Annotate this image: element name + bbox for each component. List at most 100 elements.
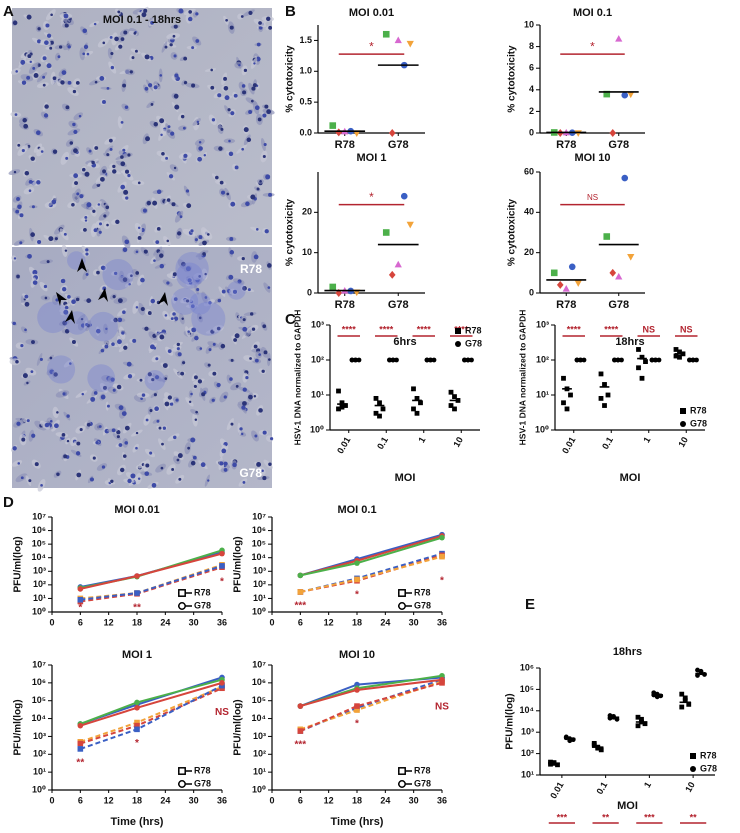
nucleus bbox=[60, 80, 65, 85]
nucleus bbox=[164, 401, 170, 407]
y-tick-label: 10³ bbox=[253, 566, 266, 576]
nucleus bbox=[193, 375, 198, 380]
nucleus bbox=[100, 265, 106, 271]
cell bbox=[107, 48, 113, 60]
nucleus bbox=[19, 213, 24, 218]
nucleus bbox=[207, 233, 210, 236]
point bbox=[77, 722, 84, 729]
y-tick-label: 10² bbox=[521, 748, 534, 758]
nucleus bbox=[262, 324, 267, 329]
y-tick-label: 10 bbox=[524, 19, 534, 29]
significance-label: **** bbox=[454, 324, 469, 334]
point bbox=[682, 698, 688, 703]
nucleus bbox=[211, 118, 216, 122]
nucleus bbox=[37, 239, 42, 245]
significance-label: ** bbox=[133, 602, 141, 613]
nucleus bbox=[61, 70, 67, 75]
nucleus bbox=[155, 240, 160, 244]
nucleus bbox=[219, 461, 224, 466]
nucleus bbox=[250, 194, 256, 200]
nucleus bbox=[267, 263, 272, 268]
nucleus bbox=[153, 122, 158, 127]
nucleus bbox=[156, 189, 162, 195]
nucleus bbox=[238, 63, 241, 67]
nucleus bbox=[232, 462, 237, 468]
cell bbox=[190, 409, 200, 416]
point bbox=[614, 716, 620, 722]
nucleus bbox=[32, 269, 38, 275]
y-tick-label: 2 bbox=[529, 106, 534, 116]
nucleus bbox=[191, 327, 197, 333]
legend-label: R78 bbox=[690, 405, 707, 415]
nucleus bbox=[32, 66, 36, 70]
nucleus bbox=[17, 143, 21, 147]
point bbox=[414, 410, 420, 416]
x-tick-label: 6 bbox=[298, 617, 303, 627]
nucleus bbox=[268, 462, 272, 466]
nucleus bbox=[22, 117, 27, 123]
significance-label: NS bbox=[435, 701, 449, 712]
cell bbox=[117, 308, 127, 317]
nucleus bbox=[120, 37, 125, 41]
x-tick-label: 10 bbox=[676, 435, 690, 449]
nucleus bbox=[123, 189, 129, 195]
nucleus bbox=[127, 478, 132, 484]
arrowhead bbox=[56, 292, 67, 306]
plaque bbox=[37, 301, 69, 334]
cell bbox=[193, 272, 203, 280]
nucleus bbox=[168, 174, 174, 179]
x-tick-label: 0 bbox=[49, 795, 54, 805]
chart-title: MOI 10 bbox=[339, 649, 375, 661]
nucleus bbox=[221, 289, 226, 294]
nucleus bbox=[179, 215, 183, 219]
y-tick-label: 10¹ bbox=[521, 769, 534, 779]
nucleus bbox=[109, 35, 113, 39]
point bbox=[439, 676, 445, 683]
nucleus bbox=[172, 272, 177, 277]
nucleus bbox=[98, 425, 102, 428]
nucleus bbox=[230, 422, 234, 426]
nucleus bbox=[35, 130, 41, 136]
point bbox=[598, 371, 604, 377]
nucleus bbox=[21, 437, 26, 442]
nucleus bbox=[58, 45, 63, 49]
nucleus bbox=[85, 252, 89, 256]
nucleus bbox=[171, 468, 175, 471]
nucleus bbox=[93, 22, 97, 26]
nucleus bbox=[192, 455, 197, 460]
image-title: MOI 0.1 - 18hrs bbox=[103, 14, 181, 26]
nucleus bbox=[27, 253, 32, 259]
nucleus bbox=[101, 465, 106, 469]
nucleus bbox=[44, 40, 49, 45]
nucleus bbox=[46, 33, 52, 38]
significance-label: * bbox=[369, 190, 374, 204]
nucleus bbox=[220, 343, 226, 349]
nucleus bbox=[88, 149, 92, 153]
legend-label: G78 bbox=[690, 418, 707, 428]
nucleus bbox=[124, 441, 129, 445]
nucleus bbox=[62, 286, 67, 292]
nucleus bbox=[30, 232, 35, 237]
nucleus bbox=[43, 284, 48, 289]
nucleus bbox=[145, 418, 149, 422]
cell bbox=[60, 151, 70, 165]
panel-label: D bbox=[3, 494, 14, 511]
nucleus bbox=[144, 54, 150, 60]
y-tick-label: 10⁷ bbox=[252, 659, 266, 669]
point bbox=[134, 719, 140, 726]
nucleus bbox=[204, 296, 208, 299]
point bbox=[574, 280, 582, 287]
cell bbox=[265, 435, 274, 442]
nucleus bbox=[24, 328, 27, 332]
x-tick-label: 0 bbox=[269, 795, 274, 805]
nucleus bbox=[114, 271, 118, 276]
nucleus bbox=[124, 239, 130, 245]
nucleus bbox=[20, 344, 24, 348]
nucleus bbox=[147, 372, 152, 377]
nucleus bbox=[46, 260, 50, 264]
cell bbox=[13, 239, 25, 246]
nucleus bbox=[115, 219, 120, 225]
nucleus bbox=[201, 392, 206, 397]
nucleus bbox=[102, 385, 107, 390]
nucleus bbox=[203, 153, 207, 157]
